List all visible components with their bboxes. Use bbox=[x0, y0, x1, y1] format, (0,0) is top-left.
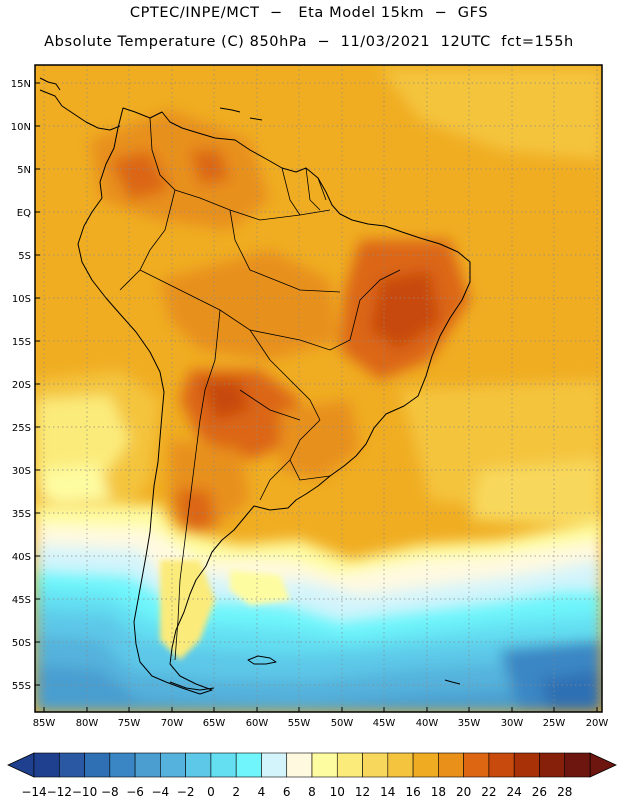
colorbar-label: 12 bbox=[355, 785, 370, 799]
colorbar-swatch bbox=[513, 752, 540, 778]
lon-label: 50W bbox=[331, 718, 354, 729]
country-borders bbox=[119, 117, 401, 661]
lat-label: 5S bbox=[18, 251, 31, 262]
lat-label: 10S bbox=[12, 294, 31, 305]
title-line-1: CPTEC/INPE/MCT − Eta Model 15km − GFS bbox=[129, 5, 489, 21]
colorbar-label: 22 bbox=[481, 785, 496, 799]
lon-label: 35W bbox=[458, 718, 481, 729]
lon-label: 55W bbox=[288, 718, 311, 729]
colorbar-label: −14 bbox=[21, 785, 46, 799]
colorbar-label: 28 bbox=[557, 785, 572, 799]
lon-label: 75W bbox=[118, 718, 141, 729]
colorbar-arrow-low bbox=[7, 752, 35, 778]
lon-label: 65W bbox=[203, 718, 226, 729]
lat-label: EQ bbox=[17, 208, 31, 219]
colorbar-swatch bbox=[438, 752, 464, 778]
colorbar-label: −4 bbox=[152, 785, 170, 799]
colorbar-label: 4 bbox=[258, 785, 266, 799]
colorbar-swatch bbox=[286, 752, 313, 778]
colorbar: −14 −12 −10 −8 −6 −4 −2 0 2 4 6 8 10 12 14 16 18 20 22 24 26… bbox=[7, 752, 617, 799]
colorbar-swatch bbox=[210, 752, 237, 778]
colorbar-swatch bbox=[235, 752, 262, 778]
colorbar-label: 8 bbox=[308, 785, 316, 799]
coastline bbox=[39, 77, 471, 695]
lon-label: 25W bbox=[543, 718, 566, 729]
colorbar-label: 10 bbox=[330, 785, 345, 799]
lon-label: 85W bbox=[33, 718, 56, 729]
colorbar-label: −12 bbox=[47, 785, 72, 799]
lat-label: 20S bbox=[12, 380, 31, 391]
colorbar-swatch bbox=[134, 752, 161, 778]
colorbar-swatch bbox=[84, 752, 111, 778]
colorbar-swatch bbox=[58, 752, 85, 778]
lon-label: 80W bbox=[76, 718, 99, 729]
lat-label: 15S bbox=[12, 337, 31, 348]
colorbar-label: 0 bbox=[207, 785, 215, 799]
lat-label: 35S bbox=[12, 509, 31, 520]
colorbar-swatch bbox=[109, 752, 136, 778]
colorbar-label: 16 bbox=[405, 785, 420, 799]
lat-label: 50S bbox=[12, 638, 31, 649]
colorbar-swatch bbox=[33, 752, 60, 778]
colorbar-label: 24 bbox=[507, 785, 522, 799]
lat-label: 30S bbox=[12, 466, 31, 477]
colorbar-label: 14 bbox=[380, 785, 395, 799]
colorbar-label: 18 bbox=[431, 785, 446, 799]
colorbar-swatch bbox=[387, 752, 414, 778]
colorbar-arrow-high bbox=[589, 752, 617, 778]
title-line-2: Absolute Temperature (C) 850hPa − 11/03/… bbox=[44, 34, 574, 50]
colorbar-swatch bbox=[564, 752, 591, 778]
colorbar-swatch bbox=[185, 752, 212, 778]
lon-label: 30W bbox=[501, 718, 524, 729]
lat-label: 40S bbox=[12, 552, 31, 563]
lon-label: 60W bbox=[246, 718, 269, 729]
colorbar-swatch bbox=[261, 752, 288, 778]
colorbar-label: 26 bbox=[532, 785, 547, 799]
colorbar-swatch bbox=[362, 752, 389, 778]
colorbar-swatch bbox=[160, 752, 186, 778]
lat-label: 55S bbox=[12, 681, 31, 692]
colorbar-label: 2 bbox=[232, 785, 240, 799]
lon-label: 45W bbox=[373, 718, 396, 729]
lon-label: 70W bbox=[161, 718, 184, 729]
lat-label: 25S bbox=[12, 423, 31, 434]
colorbar-swatch bbox=[336, 752, 363, 778]
colorbar-label: −6 bbox=[126, 785, 144, 799]
colorbar-swatch bbox=[412, 752, 439, 778]
lat-label: 10N bbox=[11, 122, 31, 133]
temperature-field bbox=[35, 65, 602, 712]
colorbar-label: −10 bbox=[72, 785, 97, 799]
colorbar-swatch bbox=[539, 752, 566, 778]
colorbar-label: −2 bbox=[177, 785, 195, 799]
map-frame bbox=[34, 64, 603, 713]
lon-label: 40W bbox=[416, 718, 439, 729]
lat-label: 15N bbox=[11, 79, 31, 90]
colorbar-swatch bbox=[311, 752, 338, 778]
colorbar-label: −8 bbox=[101, 785, 119, 799]
colorbar-swatch bbox=[463, 752, 490, 778]
lon-label: 20W bbox=[586, 718, 609, 729]
lat-label: 45S bbox=[12, 595, 31, 606]
lat-label: 5N bbox=[17, 165, 31, 176]
colorbar-label: 6 bbox=[283, 785, 291, 799]
colorbar-swatch bbox=[488, 752, 515, 778]
colorbar-label: 20 bbox=[456, 785, 471, 799]
